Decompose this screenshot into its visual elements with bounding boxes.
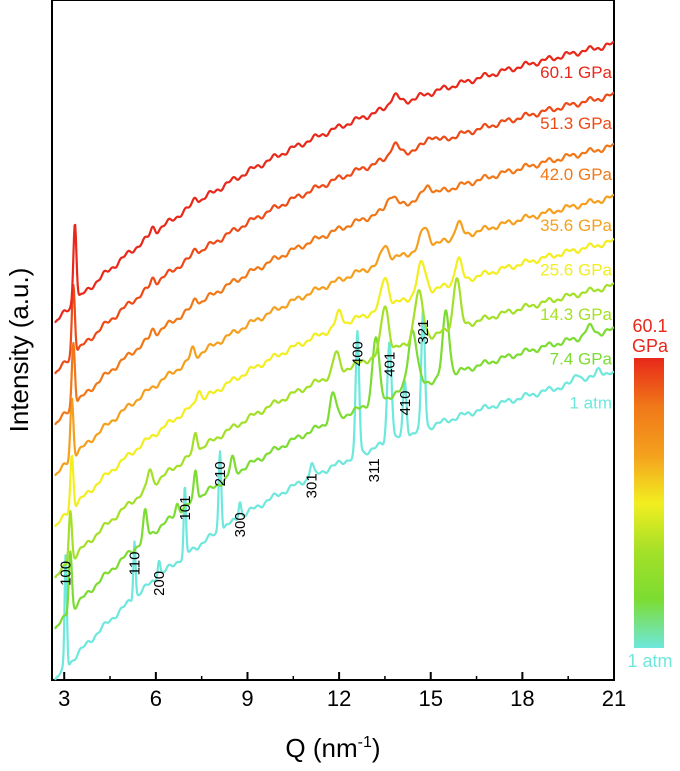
x-tick-label: 9	[241, 686, 253, 711]
series-label-25-6-gpa: 25.6 GPa	[540, 260, 612, 279]
x-axis-title: Q (nm-1)	[285, 733, 380, 763]
series-line-51-3-gpa	[54, 91, 615, 375]
series-label-1-atm: 1 atm	[569, 394, 612, 413]
series-line-35-6-gpa	[54, 193, 615, 477]
series-label-35-6-gpa: 35.6 GPa	[540, 216, 612, 235]
series-line-1-atm	[54, 310, 615, 681]
x-tick-label: 15	[418, 686, 442, 711]
series-line-7-4-gpa	[54, 309, 615, 630]
x-tick-label: 6	[150, 686, 162, 711]
plot-frame	[51, 0, 615, 681]
series-label-60-1-gpa: 60.1 GPa	[540, 63, 612, 82]
peak-label-layer: 100 110 200 101 210 300 301 400 311 401 410 321	[58, 320, 432, 596]
peak-label-401: 401	[382, 352, 399, 377]
peak-label-301: 301	[304, 473, 321, 498]
series-label-7-4-gpa: 7.4 GPa	[550, 349, 613, 368]
peak-label-321: 321	[415, 320, 432, 345]
series-label-51-3-gpa: 51.3 GPa	[540, 114, 612, 133]
colorbar-bottom-label: 1 atm	[627, 651, 672, 671]
peak-label-300: 300	[232, 512, 249, 537]
colorbar-top-label-unit: GPa	[632, 336, 669, 356]
peak-label-200: 200	[151, 571, 168, 596]
peak-label-110: 110	[127, 552, 144, 576]
colorbar-top-label-value: 60.1	[632, 316, 667, 336]
peak-label-100: 100	[58, 561, 75, 586]
series-line-25-6-gpa	[54, 237, 615, 528]
series-label-42-0-gpa: 42.0 GPa	[540, 165, 612, 184]
x-tick-label: 21	[602, 686, 626, 711]
peak-label-311: 311	[366, 458, 383, 482]
series-layer	[54, 40, 615, 681]
peak-label-210: 210	[212, 461, 229, 486]
series-line-42-0-gpa	[54, 142, 615, 426]
peak-label-400: 400	[349, 341, 366, 366]
peak-label-410: 410	[397, 391, 414, 416]
series-line-60-1-gpa	[54, 40, 615, 324]
series-label-layer: 1 atm 7.4 GPa 14.3 GPa 25.6 GPa 35.6 GPa 42.0…	[540, 63, 612, 413]
x-axis-ticks: 3 6 9 12 15 18 21	[58, 672, 626, 711]
pressure-colorbar: 60.1 GPa 1 atm	[627, 316, 672, 671]
peak-label-101: 101	[177, 496, 194, 521]
x-tick-label: 12	[327, 686, 351, 711]
colorbar-gradient	[634, 358, 664, 648]
y-axis-title: Intensity (a.u.)	[4, 268, 34, 433]
x-tick-label: 18	[510, 686, 534, 711]
series-label-14-3-gpa: 14.3 GPa	[540, 305, 612, 324]
series-line-14-3-gpa	[54, 277, 615, 579]
x-tick-label: 3	[58, 686, 70, 711]
